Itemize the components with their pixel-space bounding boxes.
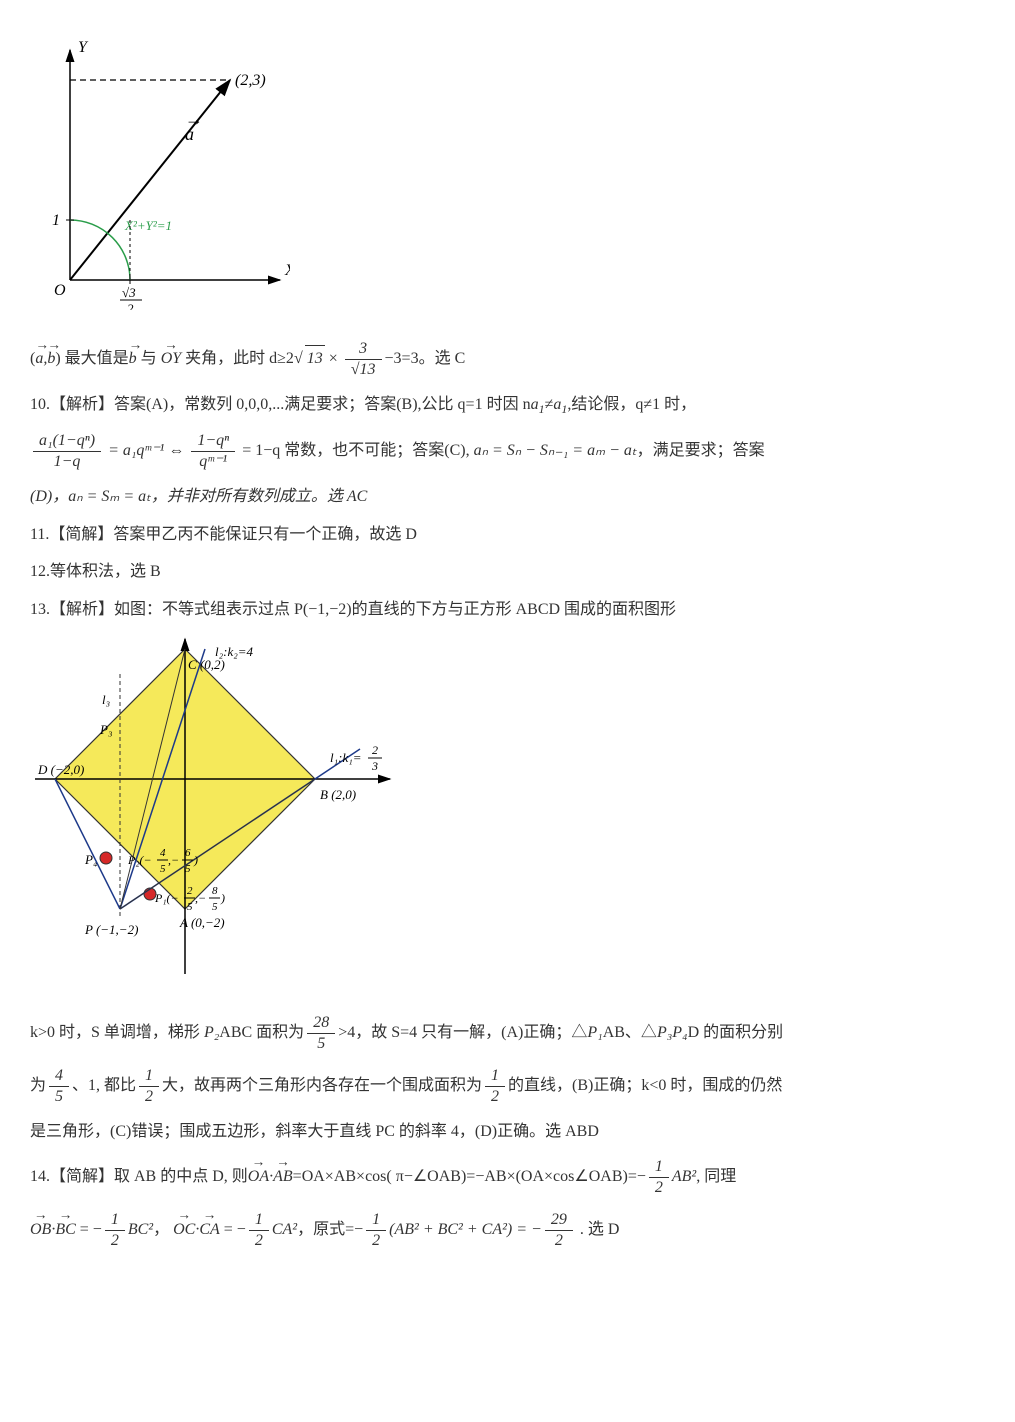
frac-12-ca: 12 bbox=[249, 1210, 269, 1251]
svg-text:4: 4 bbox=[160, 847, 166, 859]
P2-label-pre: P₂(− bbox=[127, 853, 152, 867]
p9-t2: 与 bbox=[137, 350, 161, 367]
vec-OC: OC bbox=[173, 1217, 195, 1243]
p10-d: ，满足要求；答案 bbox=[637, 442, 765, 459]
x-tick-num: √3 bbox=[122, 285, 136, 300]
P3-label: P₃ bbox=[99, 722, 112, 737]
arc-equation: X²+Y²=1 bbox=[124, 218, 172, 233]
frac-4-5: 45 bbox=[49, 1066, 69, 1107]
p9-tail: −3=3。选 C bbox=[385, 350, 466, 367]
svg-text:5: 5 bbox=[185, 863, 191, 875]
vec-AB: AB bbox=[273, 1164, 293, 1190]
para-12: 12.等体积法，选 B bbox=[30, 559, 985, 585]
origin-label: O bbox=[54, 282, 66, 299]
p10-D: (D)，aₙ = Sₘ = aₜ，并非对所有数列成立。选 AC bbox=[30, 488, 367, 505]
p10-b: ,结论假，q≠1 时， bbox=[567, 396, 696, 413]
x-tick-den: 2 bbox=[127, 301, 134, 310]
svg-text:8: 8 bbox=[212, 885, 218, 897]
P1-label-pre: P₁(− bbox=[154, 891, 179, 905]
C-label: C (0,2) bbox=[188, 657, 225, 672]
P-label: P (−1,−2) bbox=[84, 922, 138, 937]
l2-label: l₂:k₂=4 bbox=[215, 644, 254, 659]
para-10-line3: (D)，aₙ = Sₘ = aₜ，并非对所有数列成立。选 AC bbox=[30, 484, 985, 510]
A-label: A (0,−2) bbox=[179, 915, 225, 930]
p9-t3: 夹角，此时 d≥2 bbox=[181, 350, 294, 367]
vec-OA: OA bbox=[248, 1164, 269, 1190]
para-10-line1: 10.【解析】答案(A)，常数列 0,0,0,...满足要求；答案(B),公比 … bbox=[30, 392, 985, 419]
diagram-vector-circle: X Y O (2,3) → a X²+Y²=1 1 √3 2 bbox=[30, 30, 985, 319]
vec-BC: BC bbox=[55, 1217, 75, 1243]
vector-a bbox=[70, 80, 230, 280]
vector-a-label-text: a bbox=[185, 124, 194, 144]
D-label: D (−2,0) bbox=[37, 762, 84, 777]
svg-text:6: 6 bbox=[185, 847, 191, 859]
y-tick-label: 1 bbox=[52, 212, 60, 229]
frac-1-2a: 12 bbox=[139, 1066, 159, 1107]
l3-label: l₃ bbox=[102, 692, 110, 707]
svg-text:5: 5 bbox=[187, 901, 193, 913]
p10-c: = 1−q 常数，也不可能；答案(C), bbox=[238, 442, 473, 459]
P4-dot bbox=[100, 852, 112, 864]
p9-t1: ) 最大值是 bbox=[55, 350, 128, 367]
frac-12-sum: 12 bbox=[366, 1210, 386, 1251]
p9-times: × bbox=[325, 350, 342, 367]
para-14-b: OB·BC = −12BC²， OC·CA = −12CA²，原式=−12(AB… bbox=[30, 1210, 985, 1251]
diagram-square-region: C (0,2) B (2,0) A (0,−2) D (−2,0) P (−1,… bbox=[30, 634, 985, 993]
p10-an: aₙ = Sₙ − Sₙ₋₁ = aₘ − aₜ bbox=[474, 442, 637, 459]
svg-text:,−: ,− bbox=[168, 853, 179, 867]
para-11: 11.【简解】答案甲乙丙不能保证只有一个正确，故选 D bbox=[30, 522, 985, 548]
para-14-a: 14.【简解】取 AB 的中点 D, 则OA·AB=OA×AB×cos( π−∠… bbox=[30, 1157, 985, 1198]
frac-3-sqrt13: 3√13 bbox=[345, 339, 382, 380]
frac-12-bc: 12 bbox=[105, 1210, 125, 1251]
frac-geom1: a₁(1−qⁿ)1−q bbox=[33, 431, 101, 472]
l1-frac-den: 3 bbox=[371, 759, 378, 773]
vector-a-endpoint: (2,3) bbox=[235, 72, 266, 89]
x-axis-label: X bbox=[284, 262, 290, 279]
vec-oy: OY bbox=[161, 346, 181, 372]
frac-geom2: 1−qⁿqᵐ⁻¹ bbox=[191, 431, 235, 472]
frac-1-2b: 12 bbox=[485, 1066, 505, 1107]
svg-diagram1: X Y O (2,3) → a X²+Y²=1 1 √3 2 bbox=[30, 30, 290, 310]
svg-text:2: 2 bbox=[187, 885, 193, 897]
svg-diagram2: C (0,2) B (2,0) A (0,−2) D (−2,0) P (−1,… bbox=[30, 634, 410, 984]
svg-text:,−: ,− bbox=[195, 891, 206, 905]
y-axis-label: Y bbox=[78, 39, 89, 56]
unit-circle-arc bbox=[70, 220, 130, 280]
frac-12-ab: 12 bbox=[649, 1157, 669, 1198]
para-13-b: k>0 时，S 单调增，梯形 P₂ABC 面积为285>4，故 S=4 只有一解… bbox=[30, 1013, 985, 1054]
l1-label: l₁:k₁= bbox=[330, 750, 362, 765]
sqrt13: 13 bbox=[305, 345, 325, 372]
svg-text:): ) bbox=[220, 891, 225, 905]
vec-a: a bbox=[35, 346, 43, 372]
vec-b: b bbox=[47, 346, 55, 372]
para-9: (a,b) 最大值是b 与 OY 夹角，此时 d≥2√13 × 3√13−3=3… bbox=[30, 339, 985, 380]
para-13-c: 为45、1, 都比12大，故再两个三角形内各存在一个围成面积为12的直线，(B)… bbox=[30, 1066, 985, 1107]
para-13-a: 13.【解析】如图：不等式组表示过点 P(−1,−2)的直线的下方与正方形 AB… bbox=[30, 597, 985, 623]
vec-OB: OB bbox=[30, 1217, 51, 1243]
p10-a: 10.【解析】答案(A)，常数列 0,0,0,...满足要求；答案(B),公比 … bbox=[30, 396, 531, 413]
p10-eq1: = a₁qᵐ⁻¹ ⇔ bbox=[104, 442, 188, 459]
para-10-line2: a₁(1−qⁿ)1−q = a₁qᵐ⁻¹ ⇔ 1−qⁿqᵐ⁻¹ = 1−q 常数… bbox=[30, 431, 985, 472]
B-label: B (2,0) bbox=[320, 787, 356, 802]
vec-CA: CA bbox=[199, 1217, 219, 1243]
svg-text:5: 5 bbox=[212, 901, 218, 913]
vec-b2: b bbox=[129, 346, 137, 372]
svg-text:5: 5 bbox=[160, 863, 166, 875]
para-13-d: 是三角形，(C)错误；围成五边形，斜率大于直线 PC 的斜率 4，(D)正确。选… bbox=[30, 1119, 985, 1145]
svg-text:): ) bbox=[193, 853, 198, 867]
l1-frac-num: 2 bbox=[372, 743, 378, 757]
frac-29-2: 292 bbox=[545, 1210, 573, 1251]
frac-28-5: 285 bbox=[307, 1013, 335, 1054]
